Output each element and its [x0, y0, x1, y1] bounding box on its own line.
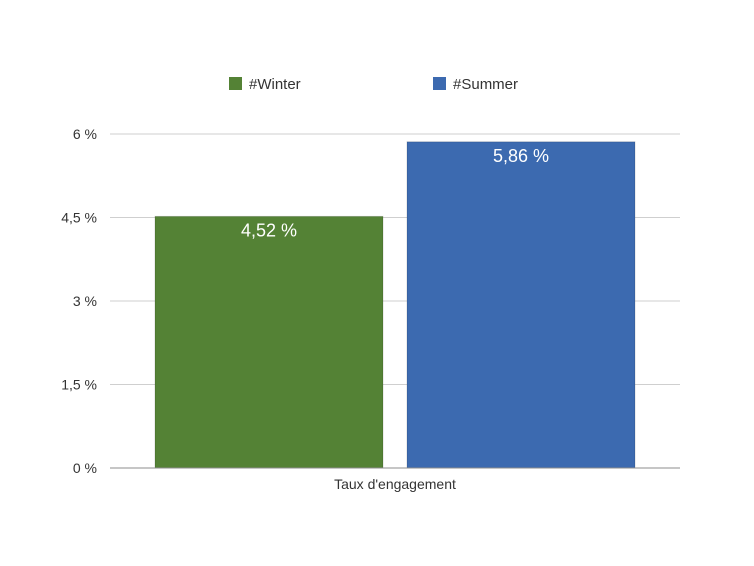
legend: #Winter #Summer [229, 76, 518, 93]
legend-label: #Winter [249, 76, 301, 93]
y-tick-label: 1,5 % [61, 377, 97, 393]
y-tick-label: 0 % [73, 460, 97, 476]
y-tick-label: 4,5 % [61, 210, 97, 226]
legend-swatch-summer [433, 77, 446, 90]
y-tick-label: 3 % [73, 293, 97, 309]
data-label: 5,86 % [493, 146, 549, 166]
y-axis-ticks: 0 % 1,5 % 3 % 4,5 % 6 % [61, 126, 97, 476]
x-axis: Taux d'engagement [110, 467, 680, 492]
y-tick-label: 6 % [73, 126, 97, 142]
bar-summer [406, 141, 636, 469]
bar-winter [154, 215, 384, 469]
data-labels: 4,52 % 5,86 % [241, 146, 549, 241]
x-category-label: Taux d'engagement [334, 476, 456, 492]
bars [154, 141, 636, 469]
legend-label: #Summer [453, 76, 518, 93]
legend-swatch-winter [229, 77, 242, 90]
data-label: 4,52 % [241, 220, 297, 240]
